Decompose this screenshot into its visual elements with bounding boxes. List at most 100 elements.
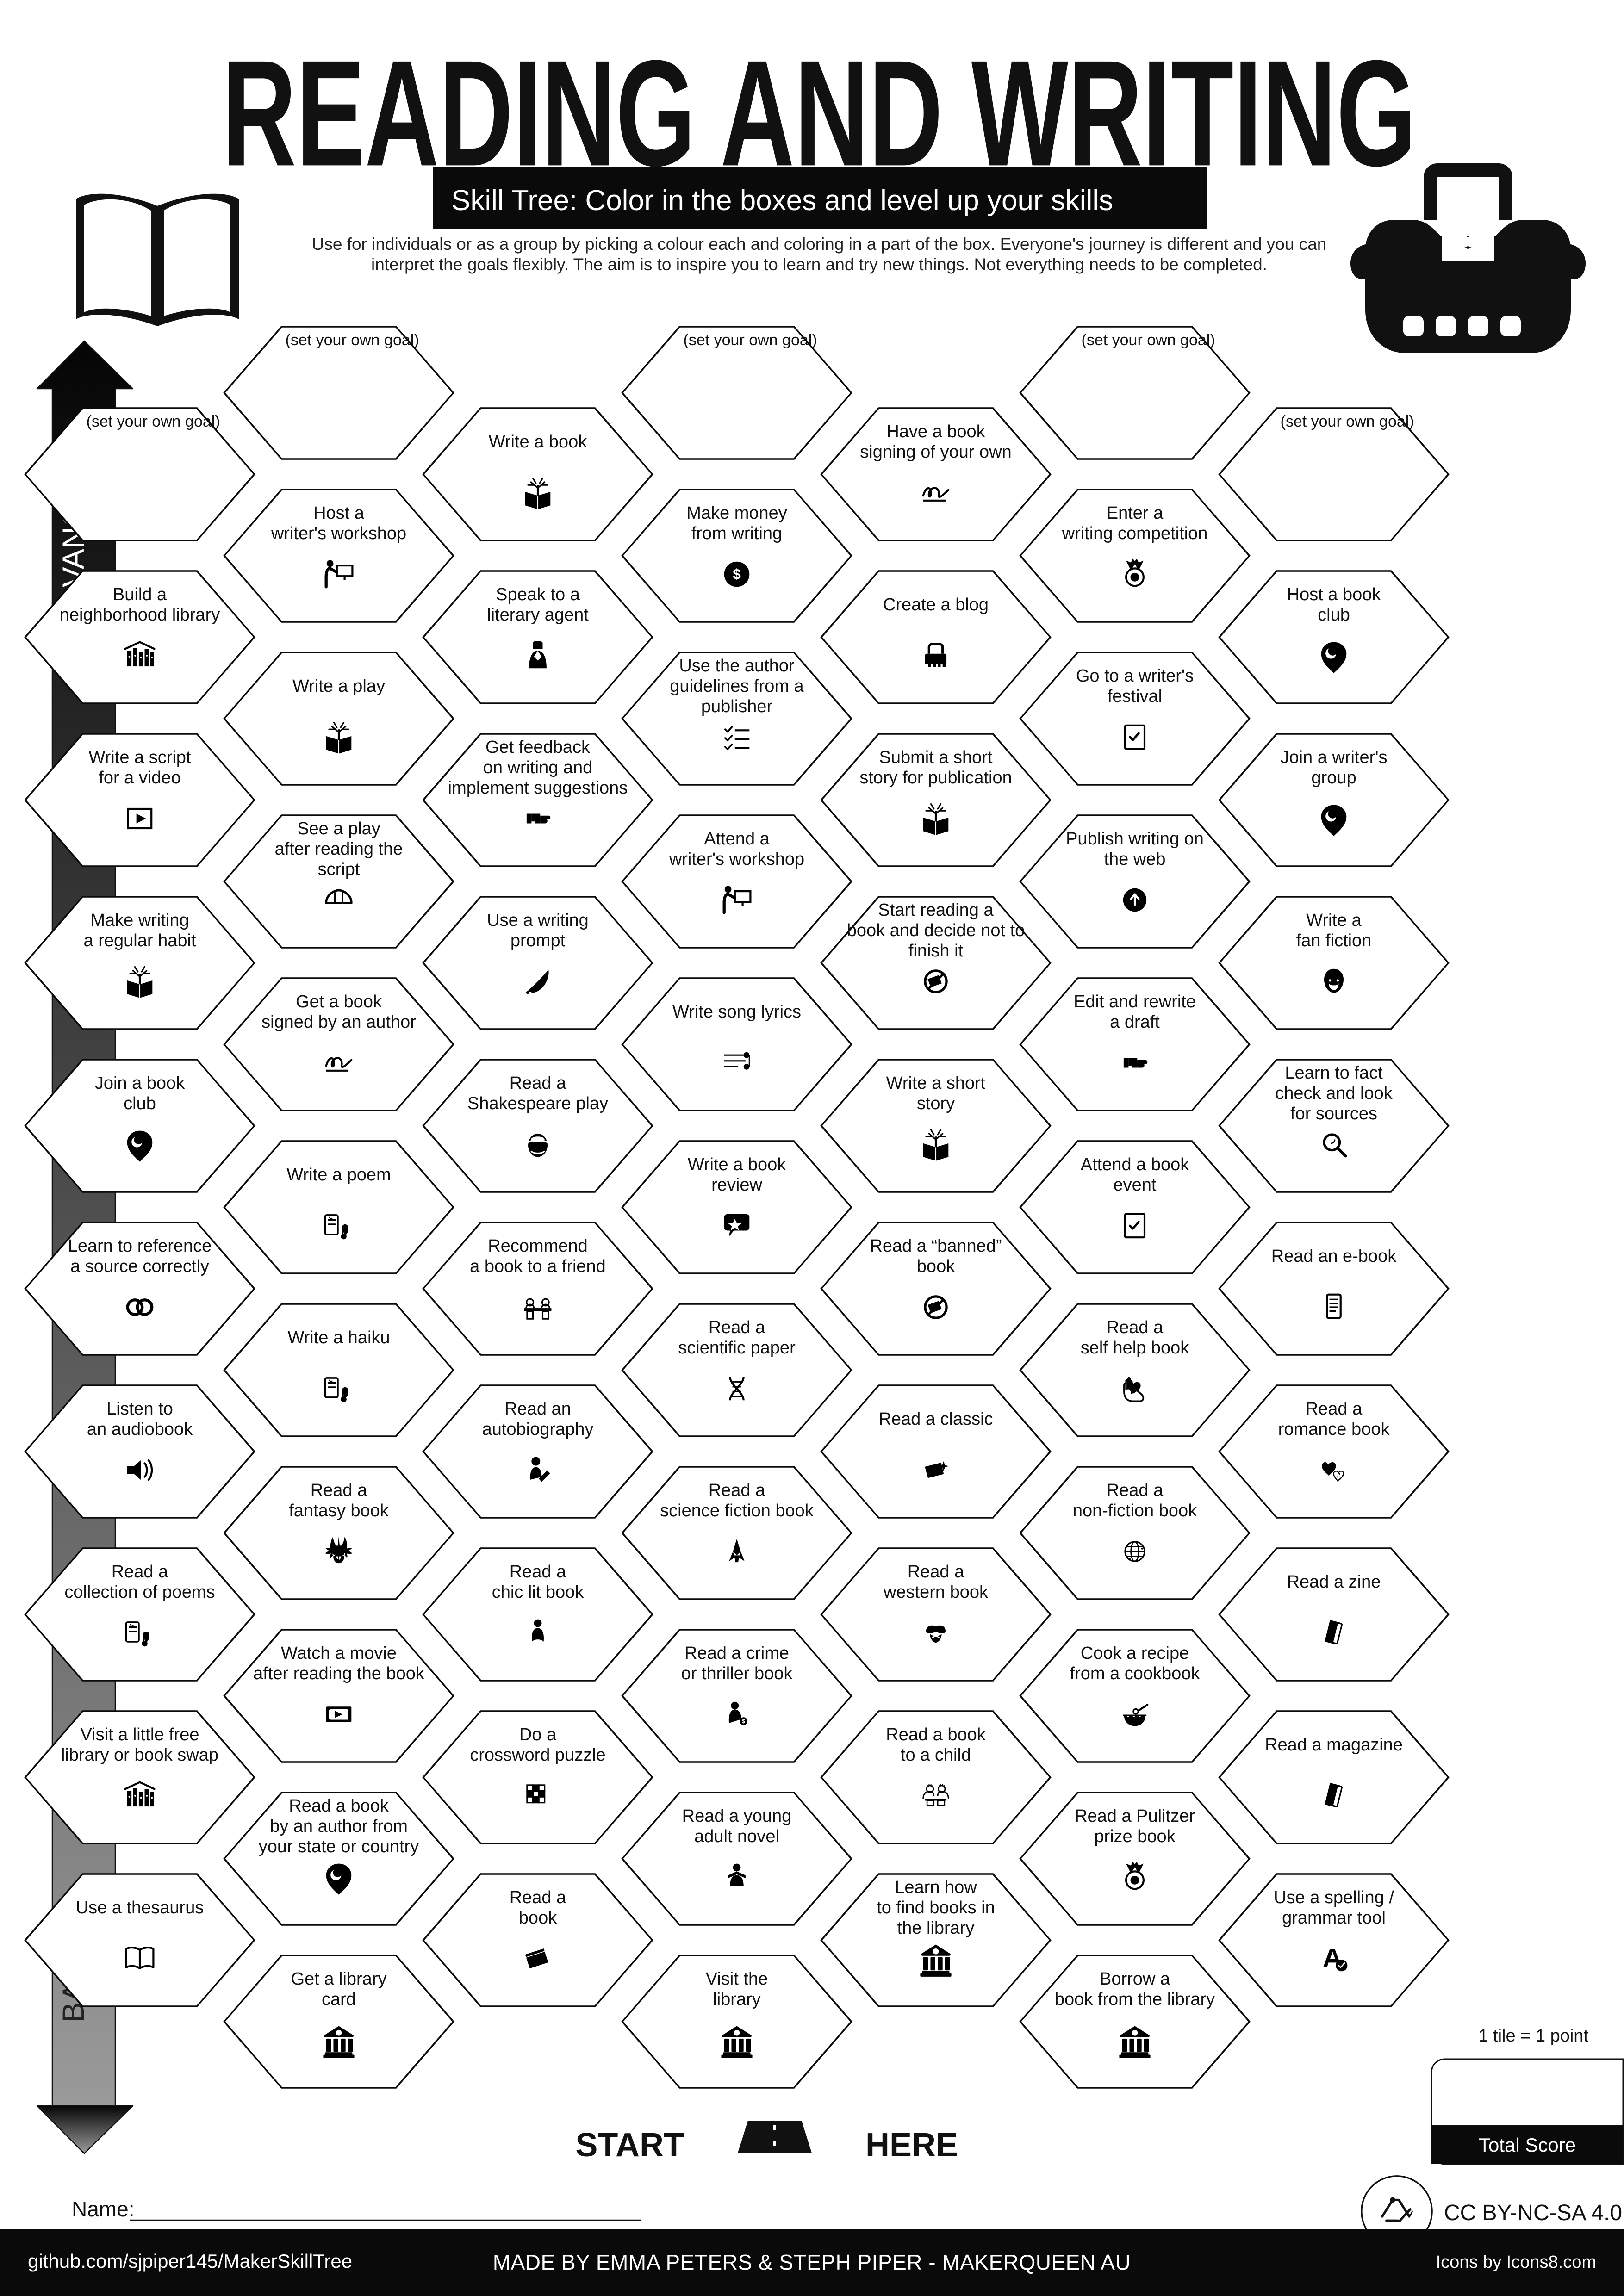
svg-text:for a video: for a video	[99, 768, 180, 788]
svg-text:prize book: prize book	[1094, 1827, 1176, 1846]
svg-text:(set your own goal): (set your own goal)	[286, 331, 419, 349]
svg-text:fan fiction: fan fiction	[1296, 931, 1372, 950]
svg-text:a book to a friend: a book to a friend	[470, 1257, 606, 1276]
svg-text:after reading the book: after reading the book	[253, 1664, 425, 1683]
svg-text:Join a book: Join a book	[95, 1074, 185, 1093]
svg-text:Create a blog: Create a blog	[883, 595, 989, 614]
svg-text:writer's workshop: writer's workshop	[669, 850, 804, 869]
svg-text:Read a: Read a	[908, 1562, 964, 1582]
svg-text:signed by an author: signed by an author	[261, 1012, 416, 1032]
svg-text:Read a young: Read a young	[682, 1806, 792, 1826]
svg-text:Get a library: Get a library	[291, 1969, 387, 1989]
svg-text:Write a: Write a	[1306, 911, 1362, 930]
svg-text:MADE BY EMMA PETERS & STEPH PI: MADE BY EMMA PETERS & STEPH PIPER - MAKE…	[493, 2250, 1131, 2274]
svg-text:Name:: Name:	[72, 2197, 134, 2221]
svg-text:neighborhood library: neighborhood library	[60, 605, 220, 625]
svg-text:Build a: Build a	[113, 585, 167, 604]
svg-text:self help book: self help book	[1081, 1338, 1189, 1358]
svg-text:Read a “banned”: Read a “banned”	[870, 1236, 1002, 1256]
svg-text:Total Score: Total Score	[1479, 2134, 1576, 2156]
svg-text:Borrow a: Borrow a	[1100, 1969, 1170, 1989]
svg-text:Enter a: Enter a	[1107, 503, 1164, 523]
svg-text:Read a: Read a	[709, 1318, 765, 1337]
svg-text:festival: festival	[1108, 687, 1162, 706]
svg-text:Join a writer's: Join a writer's	[1280, 748, 1387, 767]
svg-text:library or book swap: library or book swap	[61, 1745, 218, 1765]
svg-text:Make writing: Make writing	[90, 911, 189, 930]
svg-text:Read an e-book: Read an e-book	[1271, 1247, 1397, 1266]
svg-text:Have a book: Have a book	[886, 422, 985, 441]
svg-text:Attend a book: Attend a book	[1081, 1155, 1190, 1174]
svg-text:book from the library: book from the library	[1055, 1990, 1215, 2009]
svg-text:library: library	[713, 1990, 760, 2009]
svg-text:crossword puzzle: crossword puzzle	[470, 1745, 606, 1765]
svg-text:a regular habit: a regular habit	[84, 931, 196, 950]
svg-text:Read an: Read an	[504, 1399, 571, 1419]
svg-text:writer's workshop: writer's workshop	[271, 524, 406, 543]
svg-text:Read a: Read a	[1107, 1481, 1164, 1500]
svg-text:autobiography: autobiography	[482, 1420, 594, 1439]
svg-text:Write a play: Write a play	[292, 676, 385, 696]
svg-text:from a cookbook: from a cookbook	[1070, 1664, 1201, 1683]
svg-text:Start reading a: Start reading a	[878, 900, 994, 920]
svg-text:Read a book: Read a book	[886, 1725, 986, 1744]
svg-text:Use a spelling /: Use a spelling /	[1274, 1888, 1394, 1907]
svg-text:$: $	[733, 566, 741, 583]
svg-text:Do a: Do a	[519, 1725, 557, 1744]
svg-text:from writing: from writing	[691, 524, 782, 543]
svg-text:card: card	[322, 1990, 356, 2009]
svg-text:group: group	[1311, 768, 1356, 788]
svg-text:Get a book: Get a book	[296, 992, 382, 1011]
svg-text:western book: western book	[883, 1582, 989, 1602]
svg-text:prompt: prompt	[510, 931, 566, 950]
svg-text:science fiction book: science fiction book	[660, 1501, 814, 1520]
svg-text:Edit and rewrite: Edit and rewrite	[1074, 992, 1196, 1011]
svg-text:Write a book: Write a book	[688, 1155, 787, 1174]
svg-text:HERE: HERE	[865, 2127, 958, 2164]
svg-text:Watch a movie: Watch a movie	[281, 1644, 397, 1663]
svg-text:Use a writing: Use a writing	[487, 911, 589, 930]
svg-text:(set your own goal): (set your own goal)	[684, 331, 817, 349]
svg-text:review: review	[711, 1175, 762, 1195]
svg-text:Visit a little free: Visit a little free	[81, 1725, 199, 1744]
svg-text:1 tile = 1 point: 1 tile = 1 point	[1478, 2026, 1588, 2046]
svg-text:Learn to reference: Learn to reference	[68, 1236, 212, 1256]
svg-text:Write a haiku: Write a haiku	[287, 1328, 390, 1347]
svg-text:Write a short: Write a short	[886, 1074, 986, 1093]
svg-text:non-fiction book: non-fiction book	[1073, 1501, 1197, 1520]
svg-text:or thriller book: or thriller book	[681, 1664, 793, 1683]
svg-text:Read a magazine: Read a magazine	[1265, 1735, 1403, 1755]
svg-text:book and decide not to: book and decide not to	[847, 921, 1025, 940]
svg-text:Submit a short: Submit a short	[879, 748, 993, 767]
svg-text:a source correctly: a source correctly	[70, 1257, 209, 1276]
svg-text:Visit the: Visit the	[706, 1969, 768, 1989]
svg-text:on writing and: on writing and	[483, 758, 593, 777]
svg-text:Cook a recipe: Cook a recipe	[1081, 1644, 1189, 1663]
svg-text:Read a: Read a	[1306, 1399, 1363, 1419]
svg-text:collection of poems: collection of poems	[64, 1582, 215, 1602]
svg-text:Write a poem: Write a poem	[286, 1165, 391, 1185]
svg-text:to a child: to a child	[901, 1745, 971, 1765]
svg-text:by an author from: by an author from	[270, 1817, 408, 1836]
svg-text:(set your own goal): (set your own goal)	[1281, 413, 1414, 430]
svg-text:adult novel: adult novel	[694, 1827, 779, 1846]
svg-text:script: script	[318, 860, 360, 879]
svg-text:scientific paper: scientific paper	[678, 1338, 796, 1358]
svg-text:Read a classic: Read a classic	[878, 1409, 993, 1429]
svg-text:Read a: Read a	[112, 1562, 168, 1582]
svg-text:github.com/sjpiper145/MakerSki: github.com/sjpiper145/MakerSkillTree	[28, 2250, 352, 2272]
svg-text:signing of your own: signing of your own	[860, 442, 1011, 462]
svg-text:writing competition: writing competition	[1062, 524, 1208, 543]
svg-text:Learn how: Learn how	[895, 1878, 977, 1897]
svg-text:Write a book: Write a book	[489, 432, 588, 452]
svg-text:Use the author: Use the author	[679, 656, 795, 676]
svg-text:after reading the: after reading the	[275, 839, 403, 859]
svg-text:Read a crime: Read a crime	[684, 1644, 789, 1663]
svg-text:to find books in: to find books in	[877, 1898, 995, 1917]
svg-text:story: story	[917, 1094, 955, 1113]
svg-text:(set your own goal): (set your own goal)	[87, 413, 220, 430]
svg-text:Host a book: Host a book	[1287, 585, 1381, 604]
svg-text:book: book	[917, 1257, 955, 1276]
svg-text:(set your own goal): (set your own goal)	[1082, 331, 1215, 349]
svg-text:Speak to a: Speak to a	[496, 585, 580, 604]
